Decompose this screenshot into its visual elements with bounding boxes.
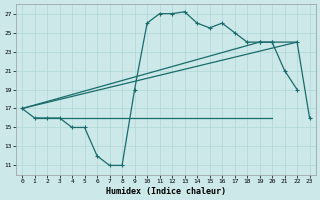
X-axis label: Humidex (Indice chaleur): Humidex (Indice chaleur): [106, 187, 226, 196]
